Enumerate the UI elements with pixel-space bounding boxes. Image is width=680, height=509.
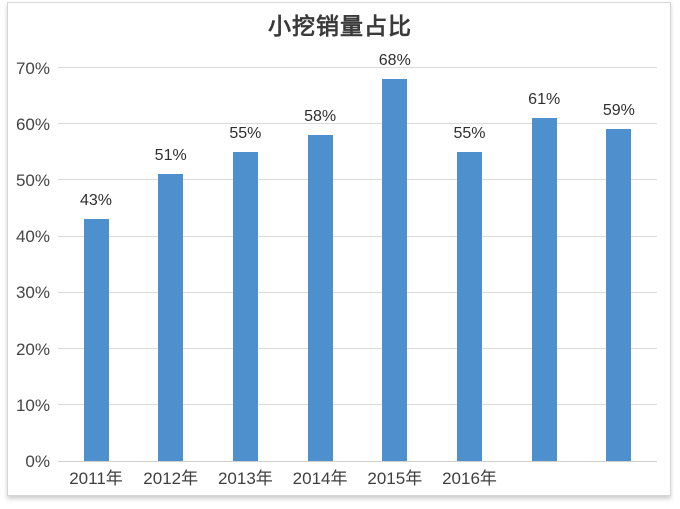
chart-title: 小挖销量占比: [268, 13, 412, 40]
x-axis-tick-label: 2011年: [69, 469, 123, 488]
x-axis-tick-label: 2015年: [367, 469, 423, 488]
gridline: [58, 348, 657, 350]
bar: [232, 151, 258, 461]
y-axis-tick-label: 40%: [15, 227, 50, 247]
x-axis-baseline: [58, 460, 657, 462]
gridline: [58, 67, 657, 68]
bar-value-label: 55%: [453, 124, 486, 142]
y-axis-tick-label: 10%: [15, 395, 50, 415]
x-axis-tick-label: 2014年: [292, 469, 348, 488]
bar-value-label: 51%: [154, 147, 187, 165]
bar: [531, 118, 557, 461]
y-axis-tick-label: 30%: [15, 283, 50, 303]
y-axis-tick-label: 0%: [25, 452, 50, 471]
bar: [382, 78, 408, 461]
y-axis-tick-label: 50%: [15, 170, 50, 190]
bar: [158, 174, 184, 461]
y-axis-tick-label: 60%: [15, 114, 50, 134]
x-axis-tick-label: 2012年: [143, 469, 199, 488]
bar-value-label: 55%: [229, 124, 262, 142]
bar: [606, 129, 632, 461]
y-axis-tick-label: 70%: [15, 58, 50, 78]
y-axis-tick-label: 20%: [15, 339, 50, 359]
bar-value-label: 43%: [79, 192, 113, 210]
bar: [457, 151, 482, 461]
chart-frame: [7, 2, 671, 496]
gridline: [58, 179, 657, 181]
bar-value-label: 59%: [602, 102, 635, 120]
gridline: [58, 123, 657, 125]
gridline: [58, 404, 657, 406]
gridline: [58, 291, 657, 293]
bar-value-label: 58%: [304, 107, 337, 125]
bar-value-label: 61%: [528, 91, 561, 109]
bar: [83, 219, 109, 461]
x-axis-tick-label: 2013年: [217, 469, 273, 488]
bar: [307, 134, 333, 461]
gridline: [58, 235, 657, 237]
x-axis-tick-label: 2016年: [442, 469, 497, 488]
bar-value-label: 68%: [378, 51, 411, 69]
